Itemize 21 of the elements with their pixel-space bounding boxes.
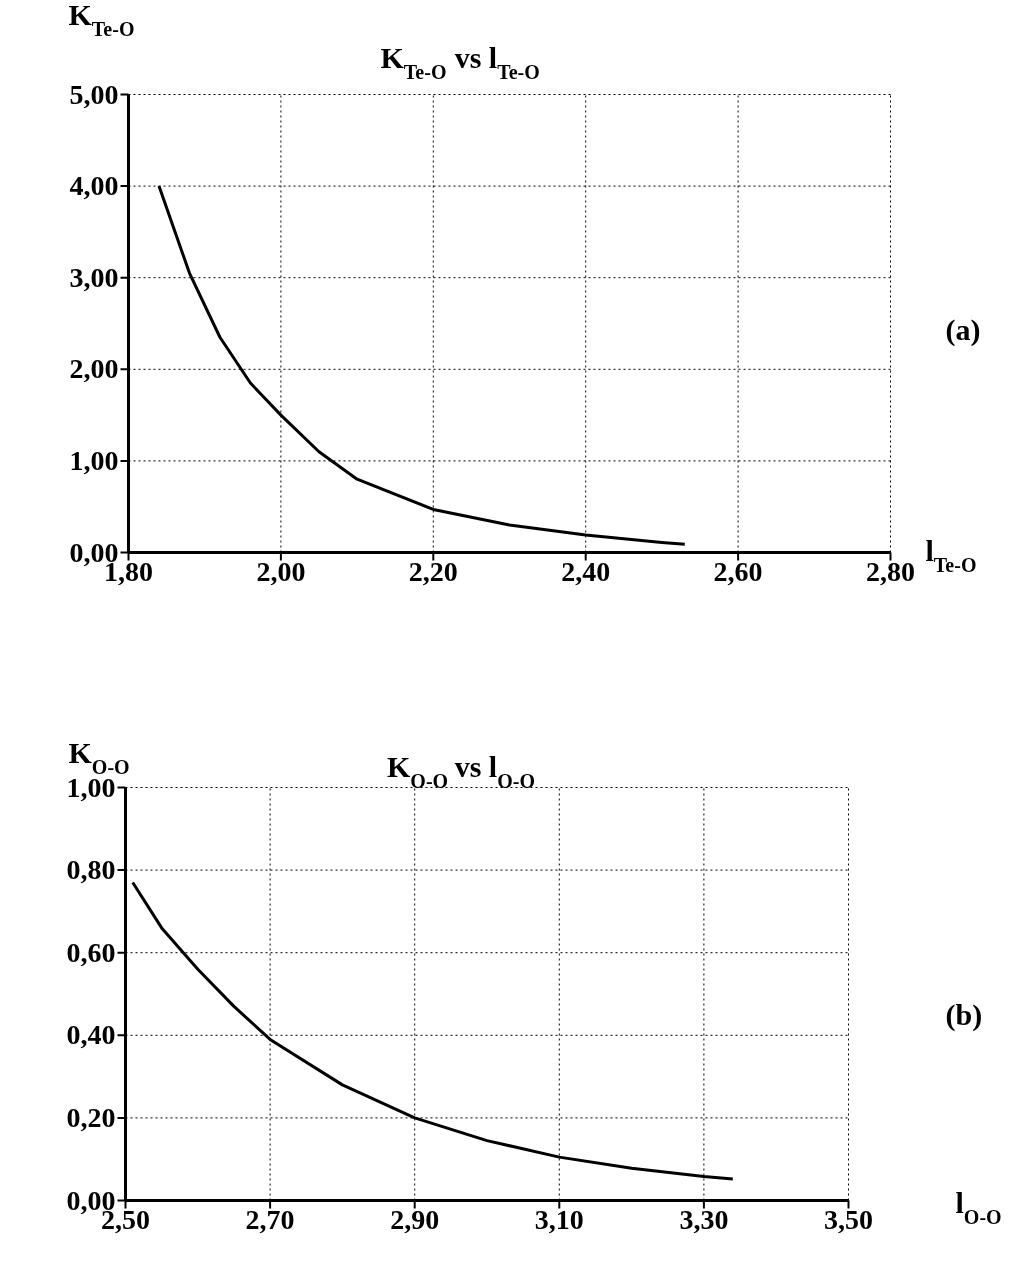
y-tick-label: 3,00	[69, 261, 119, 293]
x-tick-label: 2,20	[408, 555, 458, 587]
y-tick-label: 0,80	[66, 854, 116, 886]
x-tick-label: 2,60	[713, 555, 763, 587]
x-tick-label: 2,70	[245, 1203, 295, 1235]
y-tick-label: 2,00	[69, 353, 119, 385]
y-tick-label: 4,00	[69, 170, 119, 202]
y-tick-label: 5,00	[69, 78, 119, 110]
x-tick-label: 3,10	[534, 1203, 584, 1235]
y-tick-label: 0,20	[66, 1101, 116, 1133]
y-tick-label: 1,00	[69, 444, 119, 476]
x-tick-label: 2,00	[256, 555, 306, 587]
x-tick-label: 3,50	[824, 1203, 873, 1235]
x-tick-label: 3,30	[679, 1203, 729, 1235]
x-tick-label: 2,40	[561, 555, 611, 587]
text: (a)	[945, 312, 981, 347]
y-tick-label: 0,60	[66, 936, 116, 968]
x-tick-label: 2,80	[866, 555, 915, 587]
text: (b)	[945, 997, 983, 1032]
x-tick-label: 2,90	[390, 1203, 440, 1235]
y-tick-label: 0,40	[66, 1019, 116, 1051]
